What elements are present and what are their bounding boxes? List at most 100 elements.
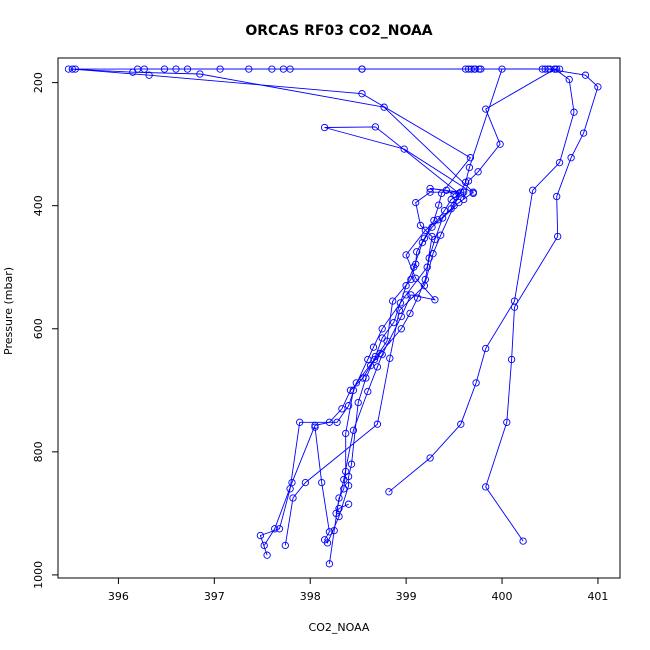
data-point	[507, 355, 516, 364]
data-point	[437, 231, 445, 239]
data-point	[553, 192, 561, 201]
data-point	[413, 294, 422, 302]
data-point	[344, 500, 353, 508]
data-point	[320, 123, 329, 132]
data-point	[245, 65, 253, 73]
data-point	[407, 275, 415, 284]
data-point	[457, 420, 465, 428]
data-point	[371, 123, 380, 131]
data-point	[482, 344, 490, 353]
data-point	[397, 312, 405, 321]
data-point	[410, 263, 418, 271]
data-point	[440, 206, 449, 215]
x-tick-label: 401	[587, 590, 608, 603]
data-point	[390, 318, 398, 327]
data-point	[503, 418, 511, 426]
data-point	[344, 402, 353, 410]
data-point	[426, 184, 434, 193]
data-point	[474, 168, 482, 176]
data-point	[333, 418, 341, 426]
x-tick-label: 399	[396, 590, 417, 603]
data-point	[420, 234, 429, 242]
data-point	[366, 362, 375, 370]
data-point	[133, 65, 142, 73]
data-point	[426, 454, 434, 462]
data-point	[402, 282, 410, 290]
data-point	[402, 291, 410, 299]
x-axis-label: CO2_NOAA	[309, 621, 370, 634]
data-point	[386, 354, 394, 362]
data-point	[373, 420, 382, 428]
data-point	[452, 192, 460, 201]
series-line	[328, 68, 560, 564]
data-point	[385, 488, 393, 496]
y-tick-label: 200	[32, 72, 45, 93]
x-tick-label: 400	[492, 590, 513, 603]
data-point	[281, 541, 289, 550]
data-point	[570, 108, 578, 116]
x-tick-label: 397	[204, 590, 225, 603]
data-point	[378, 334, 386, 342]
data-point	[347, 460, 356, 468]
data-point	[268, 65, 276, 73]
data-point	[342, 429, 350, 438]
data-point	[428, 232, 436, 241]
data-point	[565, 75, 573, 84]
data-point	[418, 238, 427, 247]
y-tick-label: 400	[32, 195, 45, 216]
data-point	[467, 65, 475, 73]
data-point	[402, 251, 410, 259]
data-point	[450, 190, 458, 199]
data-point	[364, 355, 372, 364]
data-point	[325, 418, 334, 426]
data-point	[413, 248, 421, 256]
y-axis-label: Pressure (mbar)	[2, 267, 15, 355]
data-point	[349, 426, 358, 434]
data-point	[323, 539, 332, 547]
data-point	[369, 343, 378, 351]
data-point	[475, 65, 483, 73]
data-point	[271, 525, 279, 533]
data-point	[286, 65, 294, 73]
data-point	[275, 525, 284, 533]
y-tick-label: 800	[32, 441, 45, 462]
data-point	[435, 201, 443, 209]
data-point	[594, 83, 602, 91]
data-point	[352, 379, 360, 387]
data-point	[420, 282, 429, 290]
data-point	[426, 188, 434, 196]
data-point	[457, 188, 465, 196]
data-point	[389, 297, 397, 305]
data-point	[397, 325, 405, 333]
y-tick-label: 1000	[32, 561, 45, 589]
data-point	[64, 65, 73, 73]
data-point	[396, 299, 405, 307]
data-point	[332, 509, 340, 518]
series-line	[75, 68, 575, 493]
data-point	[555, 158, 564, 167]
data-point	[256, 531, 265, 540]
data-point	[145, 71, 153, 79]
data-point	[472, 379, 480, 387]
data-point	[263, 551, 271, 559]
series-line	[68, 68, 475, 546]
data-point	[380, 103, 388, 111]
data-point	[461, 65, 470, 73]
data-point	[496, 140, 504, 148]
data-point	[553, 65, 561, 73]
data-point	[447, 205, 455, 213]
data-point	[421, 226, 429, 234]
data-point	[364, 387, 372, 396]
x-axis: 396 397 398 399 400 401	[108, 578, 608, 603]
data-point	[510, 303, 519, 311]
data-point	[325, 560, 334, 568]
plot-frame	[57, 57, 621, 579]
data-point	[482, 105, 490, 113]
data-point	[311, 423, 319, 431]
data-point	[579, 129, 588, 137]
data-point	[358, 90, 366, 98]
data-point	[442, 186, 451, 194]
data-point	[469, 189, 477, 198]
data-point	[529, 186, 537, 194]
chart-title: ORCAS RF03 CO2_NOAA	[245, 23, 432, 39]
